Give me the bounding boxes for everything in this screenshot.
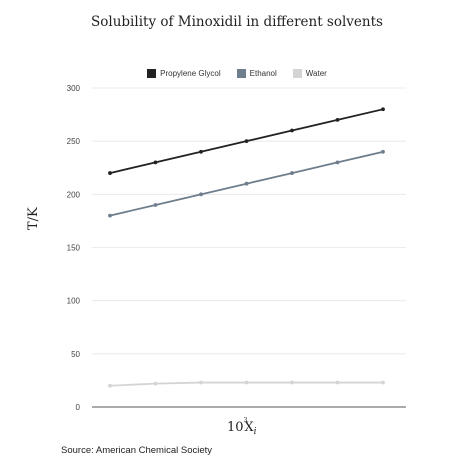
chart-title: Solubility of Minoxidil in different sol… — [91, 14, 383, 30]
data-point-2-0 — [108, 383, 112, 388]
y-tick-label: 300 — [67, 84, 81, 93]
legend-swatch-ethanol — [236, 69, 246, 78]
legend-label-propylene-glycol: Propylene Glycol — [160, 69, 221, 78]
data-point-0-4 — [290, 128, 294, 133]
data-point-1-3 — [244, 181, 249, 186]
x-axis-label-exponent: 3 — [243, 417, 248, 424]
data-point-1-1 — [153, 203, 158, 207]
legend-swatch-water — [292, 69, 302, 78]
y-tick-label: 50 — [71, 350, 80, 359]
y-tick-label: 200 — [67, 190, 81, 199]
data-point-0-1 — [153, 160, 158, 165]
legend-item-propylene-glycol: Propylene Glycol — [147, 69, 221, 78]
data-point-2-6 — [381, 380, 385, 385]
data-point-0-0 — [108, 171, 112, 175]
x-axis-label-main: X — [244, 420, 254, 435]
source-note: Source: American Chemical Society — [61, 445, 213, 456]
data-point-1-2 — [199, 192, 203, 197]
data-point-1-6 — [381, 149, 385, 154]
data-point-0-5 — [335, 118, 340, 122]
data-point-1-0 — [108, 213, 112, 218]
x-axis-label: 103Xi — [227, 417, 257, 437]
data-point-0-6 — [381, 107, 385, 112]
y-tick-label: 250 — [67, 137, 81, 146]
data-point-1-4 — [290, 171, 294, 175]
x-axis-label-prefix: 10 — [227, 420, 244, 435]
x-axis-label-subscript: i — [253, 427, 257, 437]
data-point-2-1 — [153, 381, 158, 386]
y-tick-label: 0 — [76, 403, 81, 412]
legend: Propylene Glycol Ethanol Water — [0, 69, 474, 78]
legend-label-water: Water — [305, 69, 327, 78]
legend-swatch-propylene-glycol — [147, 69, 157, 78]
y-tick-label: 100 — [67, 297, 81, 306]
data-point-1-5 — [335, 160, 340, 165]
data-point-2-5 — [335, 380, 340, 385]
data-point-0-3 — [244, 139, 249, 144]
data-point-0-2 — [199, 149, 203, 154]
legend-item-ethanol: Ethanol — [236, 69, 277, 78]
data-point-2-2 — [199, 380, 203, 385]
legend-label-ethanol: Ethanol — [249, 69, 277, 78]
data-point-2-4 — [290, 380, 294, 385]
y-tick-label: 150 — [67, 244, 81, 253]
legend-item-water: Water — [292, 69, 327, 78]
data-point-2-3 — [244, 380, 249, 385]
